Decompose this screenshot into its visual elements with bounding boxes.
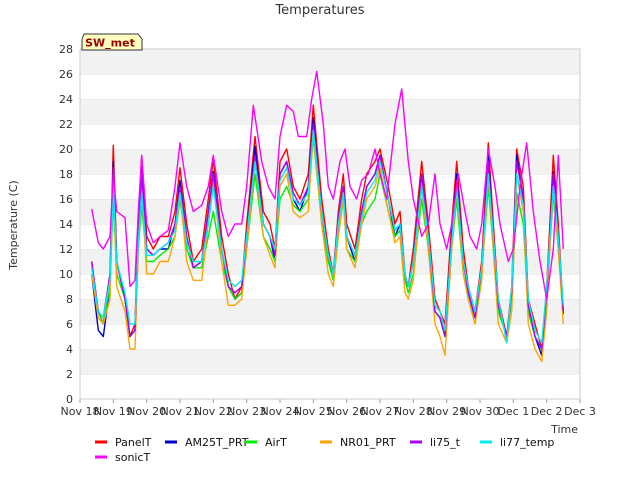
x-tick-label: Nov 21 — [161, 405, 200, 418]
y-axis-label: Temperature (C) — [7, 180, 20, 270]
grid-band — [80, 49, 580, 74]
legend-label: NR01_PRT — [340, 436, 396, 449]
legend-label: sonicT — [115, 451, 151, 464]
y-tick-label: 10 — [59, 268, 73, 281]
y-tick-label: 14 — [59, 218, 73, 231]
y-tick-label: 0 — [66, 393, 73, 406]
y-tick-label: 22 — [59, 118, 73, 131]
chart-title: Temperatures — [274, 3, 364, 18]
legend-item: li75_t — [410, 436, 461, 449]
x-tick-label: Nov 22 — [194, 405, 233, 418]
grid-band — [80, 74, 580, 99]
y-tick-label: 8 — [66, 293, 73, 306]
legend-item: AM25T_PRT — [165, 436, 249, 449]
x-tick-label: Dec 2 — [531, 405, 563, 418]
grid-band — [80, 299, 580, 324]
legend-label: AM25T_PRT — [185, 436, 249, 449]
series-line-li77-temp — [91, 129, 564, 344]
legend-label: li75_t — [430, 436, 461, 449]
grid-band — [80, 124, 580, 149]
y-tick-label: 12 — [59, 243, 73, 256]
legend-label: AirT — [265, 436, 287, 449]
legend-item: PanelT — [95, 436, 152, 449]
legend-label: PanelT — [115, 436, 152, 449]
x-tick-label: Dec 1 — [497, 405, 529, 418]
legend-label: li77_temp — [500, 436, 554, 449]
legend: PanelT AM25T_PRT AirT NR01_PRT li75_t li77_te… — [95, 436, 554, 464]
y-tick-label: 6 — [66, 318, 73, 331]
y-tick-label: 24 — [59, 93, 73, 106]
series-layer — [91, 70, 564, 363]
x-tick-label: Nov 20 — [127, 405, 166, 418]
legend-item: li77_temp — [480, 436, 554, 449]
grid-band — [80, 349, 580, 374]
series-line-sonict — [91, 70, 564, 300]
site-badge: SW_met — [81, 33, 143, 51]
y-tick-label: 2 — [66, 368, 73, 381]
x-tick-label: Dec 3 — [564, 405, 596, 418]
site-badge-label: SW_met — [85, 37, 135, 50]
y-tick-label: 4 — [66, 343, 73, 356]
grid-band — [80, 199, 580, 224]
plot-frame — [79, 48, 581, 400]
x-tick-label: Nov 24 — [261, 405, 300, 418]
x-tick-label: Nov 26 — [327, 405, 366, 418]
grid-band — [80, 324, 580, 349]
plot-background-bands — [80, 48, 580, 399]
legend-item: NR01_PRT — [320, 436, 396, 449]
grid-band — [80, 99, 580, 124]
legend-item: sonicT — [95, 451, 151, 464]
y-tick-label: 28 — [59, 43, 73, 56]
y-tick-label: 18 — [59, 168, 73, 181]
x-tick-label: Nov 25 — [294, 405, 333, 418]
legend-item: AirT — [245, 436, 287, 449]
y-tick-label: 26 — [59, 68, 73, 81]
y-tick-label: 16 — [59, 193, 73, 206]
x-axis-label: Time — [550, 423, 578, 436]
x-tick-label: Nov 28 — [394, 405, 433, 418]
x-tick-label: Nov 23 — [227, 405, 266, 418]
x-tick-label: Nov 19 — [94, 405, 133, 418]
grid-band — [80, 149, 580, 174]
grid-band — [80, 374, 580, 399]
y-tick-label: 20 — [59, 143, 73, 156]
x-tick-label: Nov 30 — [461, 405, 500, 418]
x-tick-label: Nov 18 — [61, 405, 100, 418]
x-tick-label: Nov 29 — [427, 405, 466, 418]
grid-band — [80, 174, 580, 199]
x-tick-label: Nov 27 — [361, 405, 400, 418]
